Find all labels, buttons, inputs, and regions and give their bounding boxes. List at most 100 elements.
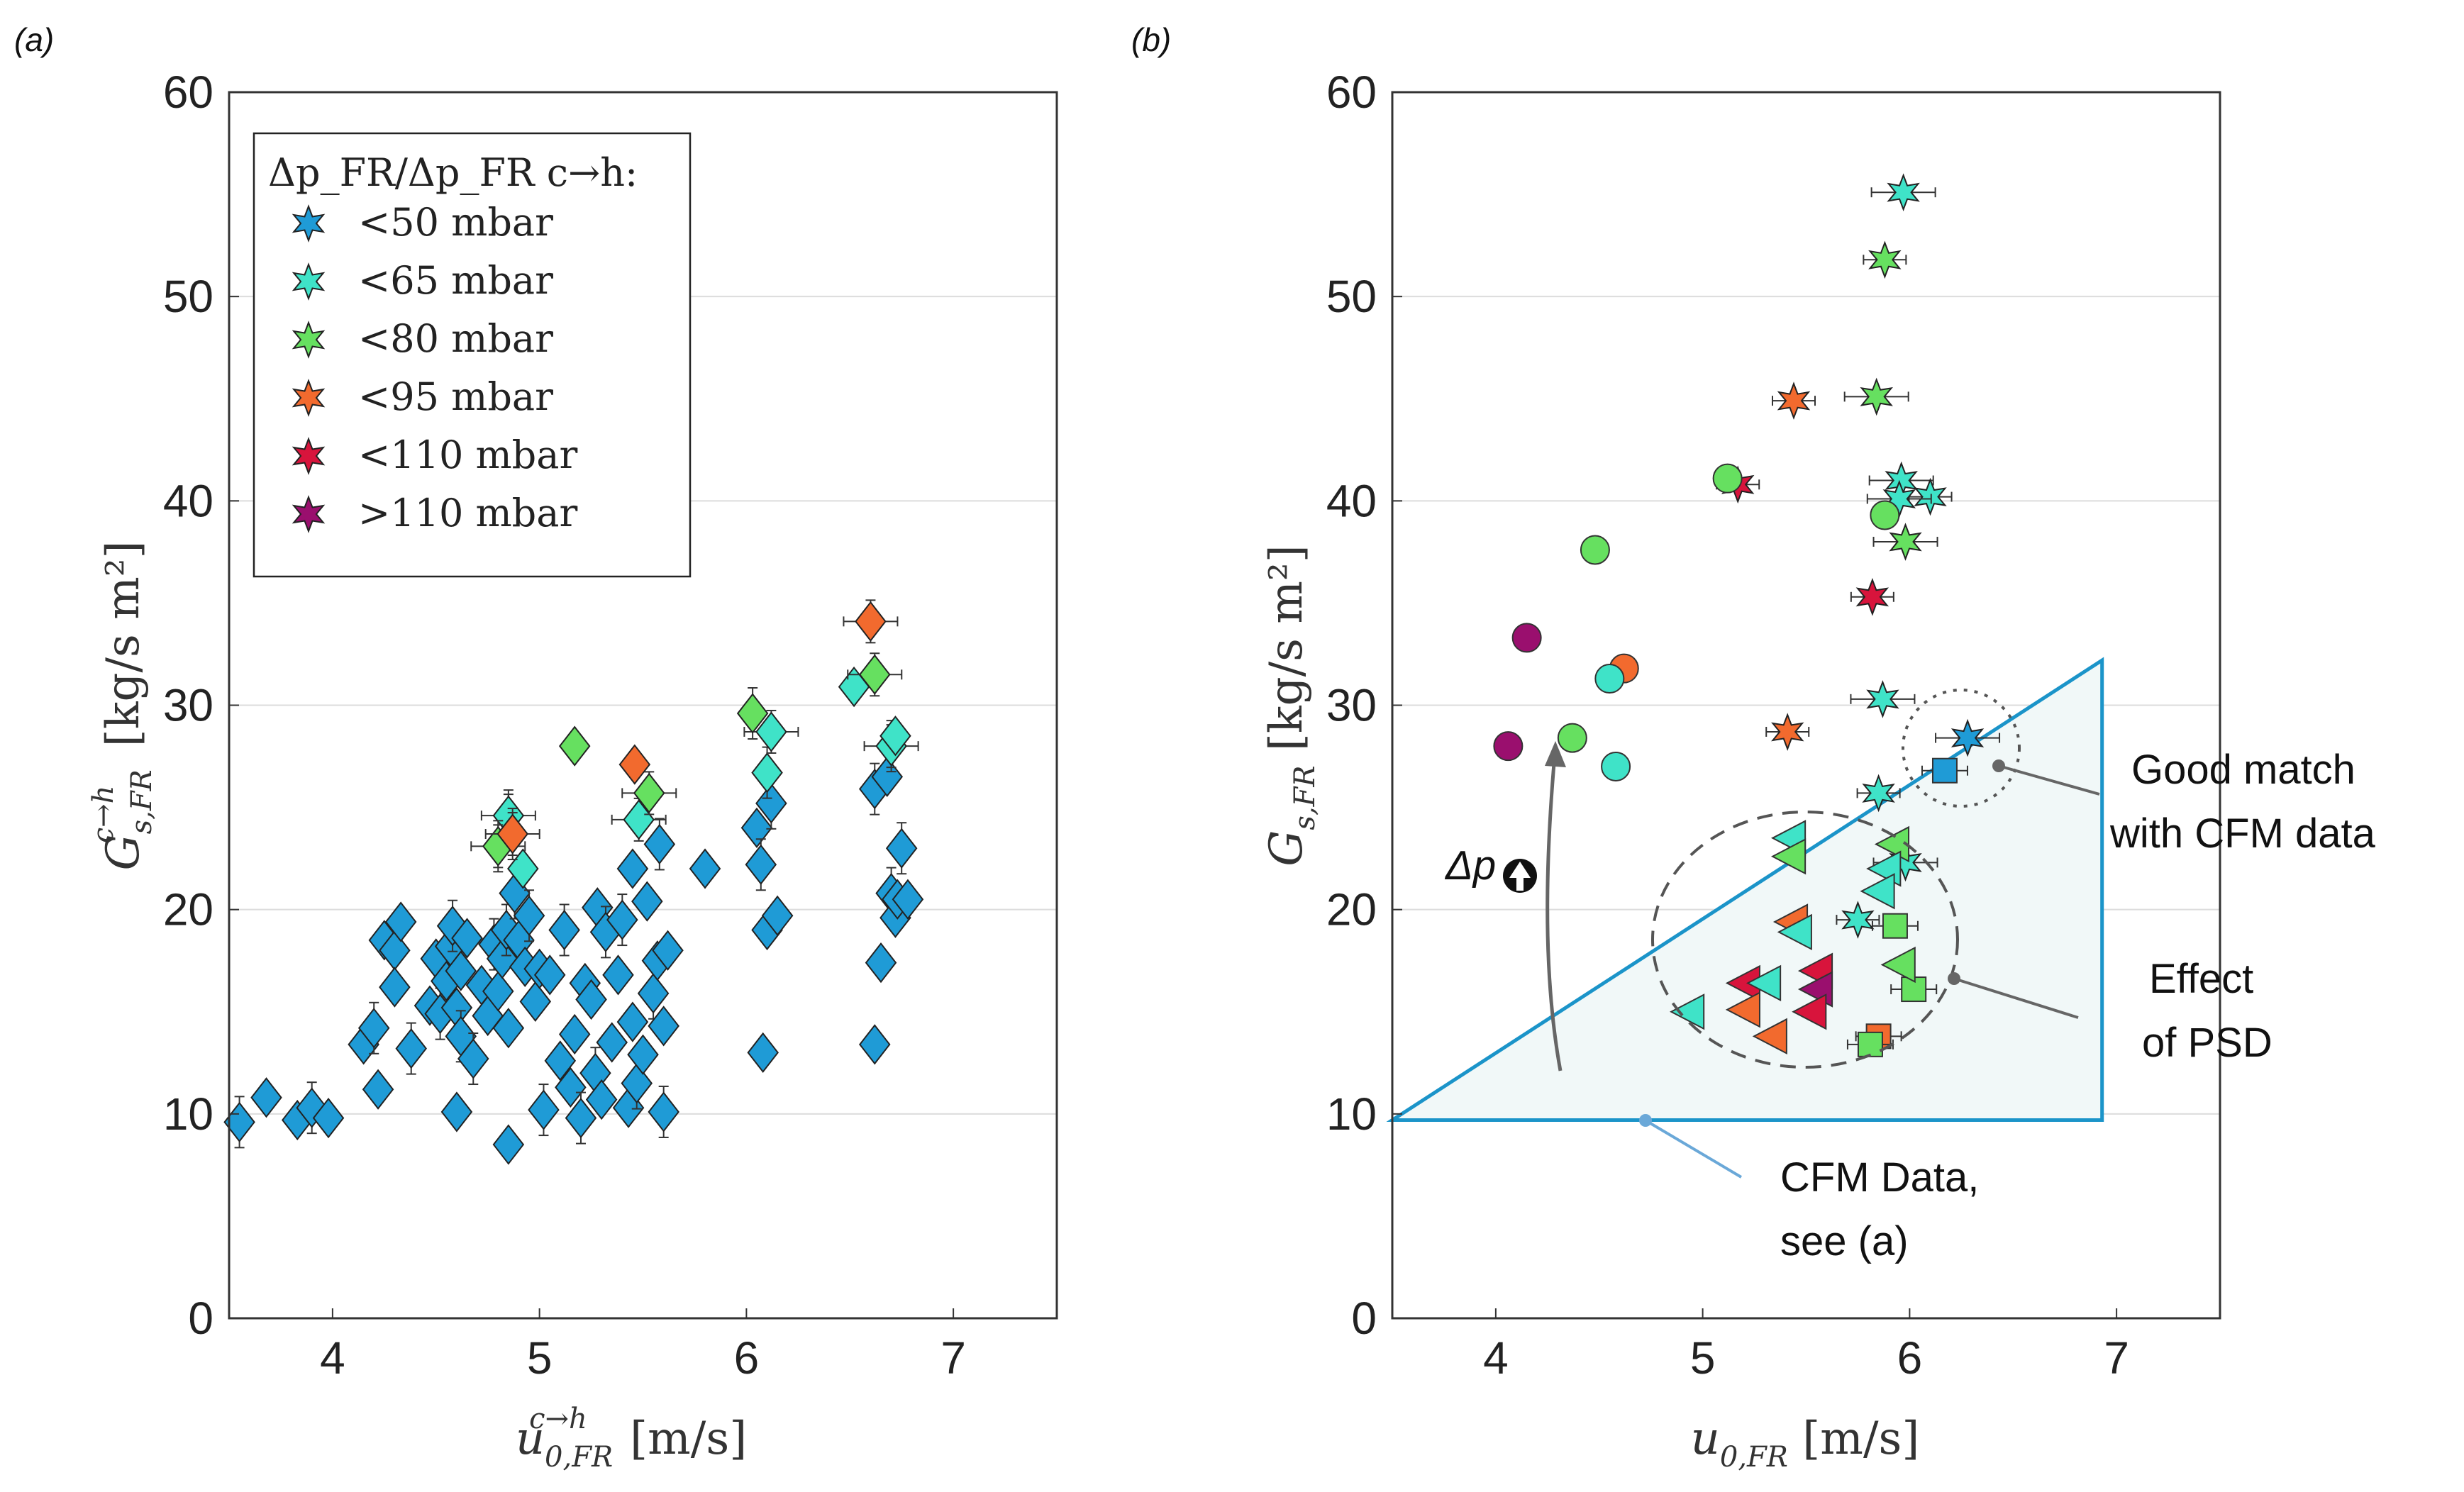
data-point bbox=[1511, 623, 1542, 653]
y-tick-label: 40 bbox=[163, 475, 213, 526]
data-point bbox=[1771, 713, 1804, 751]
data-point bbox=[528, 1089, 560, 1130]
data-point bbox=[1841, 901, 1875, 939]
good-match-label-1: Good match bbox=[2131, 747, 2355, 793]
data-point bbox=[1746, 964, 1782, 1002]
data-point bbox=[1860, 377, 1893, 416]
x-tick-label: 7 bbox=[2104, 1332, 2129, 1384]
panel-b-markers bbox=[1493, 173, 2001, 1057]
data-point bbox=[1889, 843, 1922, 882]
data-point bbox=[1594, 664, 1625, 694]
data-point bbox=[1770, 838, 1807, 875]
data-point bbox=[585, 1079, 618, 1120]
psd-leader bbox=[1953, 977, 2079, 1019]
psd-label-1: Effect bbox=[2149, 956, 2253, 1002]
data-point bbox=[482, 971, 514, 1012]
data-point bbox=[885, 828, 918, 869]
y-tick-label: 0 bbox=[1351, 1293, 1377, 1344]
good-match-leader bbox=[1998, 764, 2100, 796]
good-match-dot bbox=[1992, 759, 2005, 772]
panel-b-label: (b) bbox=[1131, 21, 1171, 58]
data-point bbox=[1855, 577, 1889, 616]
data-point bbox=[1777, 913, 1812, 951]
data-point bbox=[1887, 173, 1920, 212]
x-tick-label: 7 bbox=[940, 1332, 966, 1384]
legend-marker-lt110 bbox=[292, 437, 326, 475]
data-point bbox=[555, 1067, 587, 1108]
legend-label: <50 mbar bbox=[358, 200, 553, 245]
data-point bbox=[858, 1024, 891, 1065]
data-point bbox=[492, 1124, 525, 1165]
data-point bbox=[1557, 723, 1587, 753]
data-point bbox=[755, 783, 787, 824]
data-point bbox=[544, 1040, 577, 1081]
data-point bbox=[616, 1001, 649, 1042]
data-point bbox=[1950, 718, 1985, 757]
x-tick-label: 5 bbox=[1690, 1332, 1716, 1384]
legend-marker-lt50 bbox=[292, 204, 326, 243]
dp-arrow bbox=[1545, 755, 1563, 1071]
y-tick-label: 30 bbox=[1326, 680, 1377, 731]
data-point bbox=[616, 848, 649, 889]
legend-label: <65 mbar bbox=[358, 258, 553, 303]
data-point bbox=[379, 967, 411, 1008]
data-point bbox=[643, 823, 676, 865]
data-point bbox=[1870, 500, 1900, 530]
y-tick-label: 0 bbox=[188, 1293, 213, 1344]
data-point bbox=[1868, 240, 1902, 279]
data-point bbox=[745, 844, 777, 885]
data-point bbox=[633, 772, 665, 814]
legend-marker-gt110 bbox=[292, 495, 326, 533]
data-point bbox=[492, 1008, 525, 1049]
legend: Δp_FR/Δp_FR c→h: <50 mbar <65 mbar <80 mba… bbox=[252, 132, 692, 578]
cfm-leader bbox=[1644, 1119, 1743, 1179]
data-point bbox=[558, 1013, 591, 1055]
y-tick-label: 30 bbox=[163, 680, 213, 731]
data-point bbox=[621, 1062, 653, 1104]
dp-arrowhead bbox=[1545, 741, 1566, 767]
legend-label: <95 mbar bbox=[358, 374, 553, 419]
data-point bbox=[395, 1028, 428, 1069]
data-point bbox=[740, 807, 773, 849]
data-point bbox=[457, 1038, 489, 1079]
data-point bbox=[558, 725, 591, 767]
data-point bbox=[357, 1008, 390, 1049]
panel-b-chart: 0 10 20 30 40 50 60 4 5 6 7 u0,FR [m/s] Gs,FR [kg/… bbox=[1260, 67, 2376, 1474]
legend-marker-lt80 bbox=[292, 321, 326, 359]
data-point bbox=[1880, 946, 1916, 984]
data-point bbox=[637, 973, 670, 1014]
panel-a-ylabel: Gs,FRc→h [kg/s m²] bbox=[87, 540, 158, 870]
legend-marker-lt65 bbox=[292, 262, 326, 301]
data-point bbox=[533, 954, 566, 996]
panel-a-ticks: 0 10 20 30 40 50 60 4 5 6 7 bbox=[163, 67, 966, 1384]
psd-dot bbox=[1948, 972, 1960, 985]
data-point bbox=[631, 881, 663, 922]
data-point bbox=[1493, 731, 1524, 762]
panel-b-ylabel: Gs,FR [kg/s m²] bbox=[1260, 545, 1321, 866]
data-point bbox=[606, 899, 638, 940]
panel-a-xlabel: u0,FRc→h [m/s] bbox=[516, 1403, 747, 1474]
data-point bbox=[362, 1069, 394, 1110]
data-point bbox=[565, 1097, 597, 1139]
data-point bbox=[451, 918, 483, 959]
good-match-label-2: with CFM data bbox=[2109, 811, 2376, 857]
data-point bbox=[1931, 757, 1958, 784]
good-match-circle bbox=[1902, 689, 2021, 808]
cfm-data-region bbox=[1386, 657, 2104, 1122]
data-point bbox=[648, 1091, 679, 1132]
data-point bbox=[486, 938, 518, 979]
panel-b-xlabel: u0,FR [m/s] bbox=[1691, 1413, 1920, 1474]
data-point bbox=[1889, 523, 1922, 561]
data-point bbox=[652, 930, 684, 971]
data-point bbox=[575, 979, 607, 1020]
legend-label: >110 mbar bbox=[358, 491, 577, 535]
data-point bbox=[736, 693, 769, 734]
legend-marker-lt95 bbox=[292, 379, 326, 417]
data-point bbox=[761, 895, 794, 936]
data-point bbox=[1752, 1018, 1787, 1054]
cfm-label-2: see (a) bbox=[1780, 1218, 1909, 1264]
x-tick-label: 6 bbox=[1897, 1332, 1923, 1384]
data-point bbox=[751, 752, 783, 794]
data-point bbox=[1777, 382, 1811, 420]
